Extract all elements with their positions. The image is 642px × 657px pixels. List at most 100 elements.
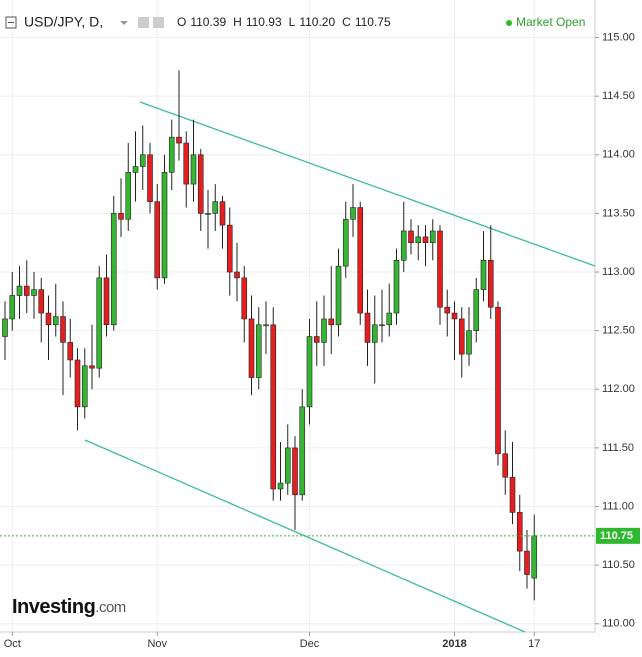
candle-body (197, 154, 204, 214)
candle-body (118, 213, 124, 220)
candle-body (516, 512, 523, 552)
candle-body (502, 453, 509, 478)
candle-body (299, 406, 306, 496)
candle-body (16, 285, 23, 296)
y-tick-label: 113.00 (602, 266, 635, 278)
candle-body (284, 447, 291, 484)
ohlc-key: H (233, 15, 242, 29)
candle-body (328, 318, 335, 326)
candle-body (38, 289, 45, 314)
candle-body (415, 236, 422, 244)
ohlc-value: 110.39 (190, 15, 226, 29)
candle-body (219, 201, 226, 226)
ohlc-value: 110.93 (246, 15, 282, 29)
candle-body (379, 324, 385, 327)
visibility-icon[interactable] (153, 17, 164, 28)
candle-body (23, 285, 30, 296)
symbol-title: USD/JPY, D, (24, 14, 103, 30)
candle-body (306, 336, 313, 408)
ohlc-value: 110.75 (355, 15, 391, 29)
candle-body (451, 312, 458, 320)
candle-body (357, 207, 364, 314)
candle-body (176, 136, 182, 144)
ohlc-key: C (342, 15, 351, 29)
candle-body (524, 550, 530, 575)
candle-body (408, 230, 414, 244)
candle-body (168, 136, 175, 173)
ohlc-header: O 110.39 H 110.93 L 110.20 C 110.75 (177, 15, 391, 29)
current-price-label: 110.75 (600, 530, 633, 542)
candle-body (270, 324, 277, 490)
candle-body (292, 447, 298, 496)
candle-body (400, 230, 407, 261)
brand-logo: Investing.com (12, 596, 126, 618)
candle-body (52, 316, 59, 326)
y-tick-label: 115.00 (602, 31, 635, 43)
candle-body (335, 265, 342, 326)
candle-body (487, 260, 494, 308)
y-tick-label: 112.50 (602, 325, 635, 337)
candle-body (212, 201, 219, 214)
candle-body (313, 336, 320, 343)
x-tick-label: Nov (147, 638, 167, 650)
candle-body (350, 207, 356, 220)
x-tick-label: Dec (300, 638, 320, 650)
candle-body (45, 312, 52, 326)
candle-body (509, 476, 516, 513)
y-tick-label: 111.00 (602, 500, 634, 512)
candle-body (103, 277, 110, 326)
candle-body (277, 482, 284, 490)
candle-body (9, 295, 16, 320)
candle-body (190, 154, 197, 185)
candle-body (248, 318, 255, 378)
candle-body (386, 312, 393, 326)
candle-body (74, 359, 81, 408)
settings-icon[interactable] (138, 17, 149, 28)
trend-line-upper (139, 101, 596, 267)
ohlc-key: O (177, 15, 186, 29)
candle-body (364, 312, 371, 343)
candle-body (495, 306, 501, 455)
candle-body (154, 201, 161, 279)
candle-body (67, 342, 74, 361)
ohlc-values: O 110.39 H 110.93 L 110.20 C 110.75 (177, 15, 391, 29)
candle-body (2, 318, 8, 337)
candle-body (125, 172, 132, 220)
candle-body (96, 277, 103, 369)
candle-body (437, 230, 443, 308)
candle-body (429, 230, 436, 244)
y-tick-label: 110.00 (602, 618, 635, 630)
candle-body (89, 365, 95, 369)
candle-body (393, 260, 400, 314)
x-tick-label: 2018 (442, 638, 466, 650)
candle-body (132, 166, 139, 173)
collapse-icon[interactable] (5, 16, 17, 29)
y-tick-label: 111.50 (602, 442, 634, 454)
y-tick-label: 113.50 (602, 207, 635, 219)
candle-body (205, 213, 211, 215)
candle-body (480, 260, 487, 290)
ohlc-key: L (289, 15, 296, 29)
candle-body (139, 154, 146, 167)
brand-name: Investing (12, 596, 95, 618)
candle-body (321, 318, 327, 343)
candle-body (473, 289, 480, 331)
candle-body (81, 365, 88, 408)
candle-body (255, 324, 262, 378)
dropdown-icon[interactable] (120, 21, 128, 25)
brand-suffix: .com (95, 599, 126, 616)
candle-body (147, 154, 153, 202)
candle-body (444, 306, 451, 314)
candle-body (458, 318, 465, 355)
candle-body (110, 213, 117, 326)
candle-body (466, 330, 472, 355)
candle-body (342, 218, 349, 267)
ohlc-value: 110.20 (299, 15, 335, 29)
market-status: Market Open (516, 15, 585, 29)
candles (2, 70, 538, 601)
current-price-box (596, 527, 640, 544)
status-dot (506, 20, 512, 26)
y-tick-label: 112.00 (602, 383, 635, 395)
